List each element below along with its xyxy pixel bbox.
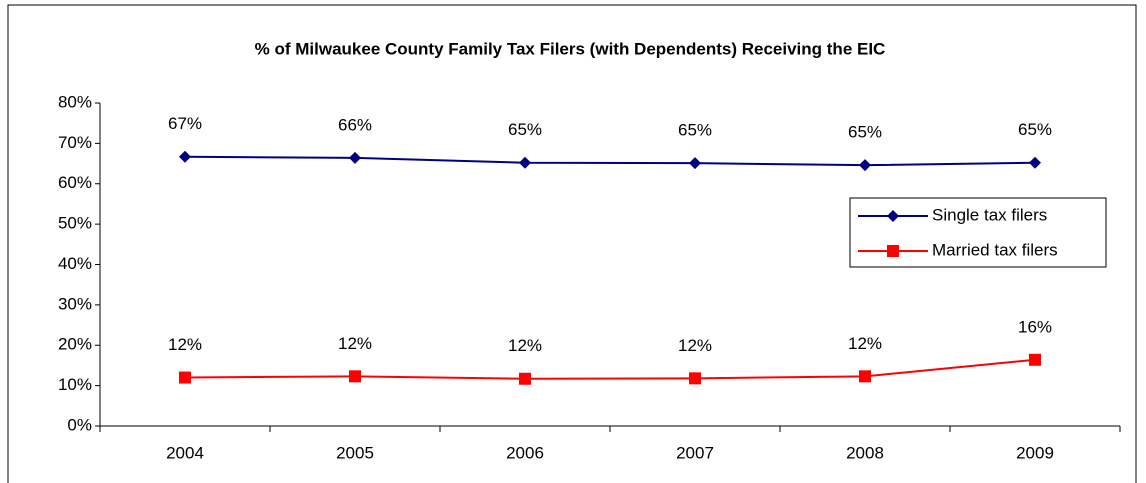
data-point <box>179 150 191 163</box>
x-tick-label: 2006 <box>506 443 544 462</box>
y-tick-label: 60% <box>58 173 92 192</box>
data-point <box>859 370 871 383</box>
series-line <box>184 358 1036 380</box>
x-tick-label: 2009 <box>1016 443 1054 462</box>
y-tick-label: 30% <box>58 294 92 313</box>
legend-label: Married tax filers <box>932 240 1058 259</box>
y-tick-label: 10% <box>58 375 92 394</box>
x-tick-label: 2007 <box>676 443 714 462</box>
data-label: 65% <box>678 121 712 140</box>
data-label: 12% <box>508 336 542 355</box>
chart-title: % of Milwaukee County Family Tax Filers … <box>255 39 886 58</box>
data-point <box>349 370 361 383</box>
x-tick-label: 2005 <box>336 443 374 462</box>
y-tick-label: 80% <box>58 92 92 111</box>
data-label: 16% <box>1018 317 1052 336</box>
data-point <box>179 371 191 384</box>
data-label: 12% <box>678 336 712 355</box>
data-label: 12% <box>338 334 372 353</box>
legend-marker <box>887 210 899 222</box>
y-tick-label: 70% <box>58 133 92 152</box>
y-tick-label: 50% <box>58 214 92 233</box>
data-point <box>519 372 531 385</box>
y-tick-label: 20% <box>58 335 92 354</box>
data-point <box>519 156 531 169</box>
data-label: 12% <box>168 335 202 354</box>
legend-marker <box>887 245 899 257</box>
data-label: 65% <box>1018 120 1052 139</box>
x-tick-label: 2004 <box>166 443 204 462</box>
data-point <box>1029 156 1041 169</box>
y-tick-label: 40% <box>58 254 92 273</box>
legend-label: Single tax filers <box>932 205 1047 224</box>
series-line <box>184 155 1036 167</box>
data-point <box>859 159 871 172</box>
data-label: 65% <box>508 120 542 139</box>
data-label: 65% <box>848 123 882 142</box>
data-label: 12% <box>848 334 882 353</box>
y-tick-label: 0% <box>67 415 92 434</box>
x-tick-label: 2008 <box>846 443 884 462</box>
data-point <box>689 372 701 385</box>
data-point <box>1029 353 1041 366</box>
data-point <box>689 157 701 170</box>
data-label: 66% <box>338 115 372 134</box>
data-label: 67% <box>168 114 202 133</box>
data-point <box>349 151 361 164</box>
